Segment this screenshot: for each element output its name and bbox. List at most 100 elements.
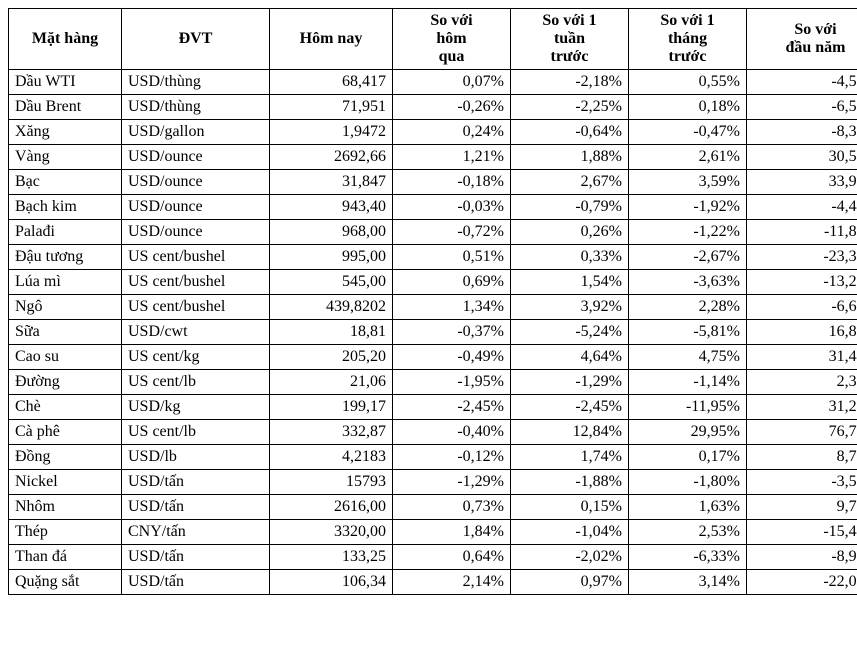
cell-y: -3,55% <box>747 470 857 495</box>
cell-name: Sữa <box>9 320 122 345</box>
cell-m: -3,63% <box>629 270 747 295</box>
cell-name: Vàng <box>9 145 122 170</box>
cell-w: -5,24% <box>511 320 629 345</box>
cell-w: 0,97% <box>511 570 629 595</box>
cell-name: Bạc <box>9 170 122 195</box>
cell-y: -13,22% <box>747 270 857 295</box>
cell-y: -8,39% <box>747 120 857 145</box>
cell-w: -0,79% <box>511 195 629 220</box>
cell-today: 439,8202 <box>270 295 393 320</box>
cell-d: -0,12% <box>393 445 511 470</box>
cell-d: -0,40% <box>393 420 511 445</box>
table-row: XăngUSD/gallon1,94720,24%-0,64%-0,47%-8,… <box>9 120 857 145</box>
column-header-y: So vớiđầu năm <box>747 9 857 70</box>
cell-unit: USD/thùng <box>122 70 270 95</box>
cell-d: 0,24% <box>393 120 511 145</box>
cell-m: -1,14% <box>629 370 747 395</box>
table-row: ChèUSD/kg199,17-2,45%-2,45%-11,95%31,27% <box>9 395 857 420</box>
table-row: PalađiUSD/ounce968,00-0,72%0,26%-1,22%-1… <box>9 220 857 245</box>
cell-today: 71,951 <box>270 95 393 120</box>
table-row: Cao suUS cent/kg205,20-0,49%4,64%4,75%31… <box>9 345 857 370</box>
cell-y: -23,34% <box>747 245 857 270</box>
cell-w: -2,02% <box>511 545 629 570</box>
cell-today: 332,87 <box>270 420 393 445</box>
table-row: Đậu tươngUS cent/bushel995,000,51%0,33%-… <box>9 245 857 270</box>
cell-y: -22,02% <box>747 570 857 595</box>
cell-w: 2,67% <box>511 170 629 195</box>
cell-m: 1,63% <box>629 495 747 520</box>
table-row: Cà phêUS cent/lb332,87-0,40%12,84%29,95%… <box>9 420 857 445</box>
table-row: Dầu BrentUSD/thùng71,951-0,26%-2,25%0,18… <box>9 95 857 120</box>
cell-unit: USD/ounce <box>122 220 270 245</box>
cell-today: 15793 <box>270 470 393 495</box>
table-row: BạcUSD/ounce31,847-0,18%2,67%3,59%33,93% <box>9 170 857 195</box>
cell-today: 18,81 <box>270 320 393 345</box>
cell-d: 0,51% <box>393 245 511 270</box>
cell-name: Chè <box>9 395 122 420</box>
cell-name: Cao su <box>9 345 122 370</box>
cell-m: 0,55% <box>629 70 747 95</box>
cell-d: 0,69% <box>393 270 511 295</box>
cell-m: -1,22% <box>629 220 747 245</box>
cell-name: Dầu WTI <box>9 70 122 95</box>
cell-w: 1,54% <box>511 270 629 295</box>
cell-y: 31,27% <box>747 395 857 420</box>
cell-today: 205,20 <box>270 345 393 370</box>
cell-today: 2692,66 <box>270 145 393 170</box>
cell-today: 968,00 <box>270 220 393 245</box>
cell-m: 2,28% <box>629 295 747 320</box>
cell-w: 1,74% <box>511 445 629 470</box>
cell-m: 2,53% <box>629 520 747 545</box>
cell-w: -1,88% <box>511 470 629 495</box>
table-row: Than đáUSD/tấn133,250,64%-2,02%-6,33%-8,… <box>9 545 857 570</box>
cell-d: 2,14% <box>393 570 511 595</box>
cell-unit: US cent/bushel <box>122 245 270 270</box>
cell-w: 4,64% <box>511 345 629 370</box>
cell-name: Palađi <box>9 220 122 245</box>
cell-y: 31,45% <box>747 345 857 370</box>
table-row: Dầu WTIUSD/thùng68,4170,07%-2,18%0,55%-4… <box>9 70 857 95</box>
table-row: ThépCNY/tấn3320,001,84%-1,04%2,53%-15,48… <box>9 520 857 545</box>
cell-y: 2,35% <box>747 370 857 395</box>
column-header-today: Hôm nay <box>270 9 393 70</box>
table-row: Lúa mìUS cent/bushel545,000,69%1,54%-3,6… <box>9 270 857 295</box>
cell-today: 31,847 <box>270 170 393 195</box>
cell-m: 3,14% <box>629 570 747 595</box>
cell-w: 0,15% <box>511 495 629 520</box>
cell-unit: US cent/lb <box>122 420 270 445</box>
cell-d: -0,26% <box>393 95 511 120</box>
cell-d: 0,64% <box>393 545 511 570</box>
cell-d: 0,73% <box>393 495 511 520</box>
table-row: NhômUSD/tấn2616,000,73%0,15%1,63%9,73% <box>9 495 857 520</box>
cell-unit: US cent/bushel <box>122 270 270 295</box>
cell-name: Nhôm <box>9 495 122 520</box>
cell-w: -2,25% <box>511 95 629 120</box>
cell-today: 545,00 <box>270 270 393 295</box>
table-row: Quặng sắtUSD/tấn106,342,14%0,97%3,14%-22… <box>9 570 857 595</box>
cell-m: -2,67% <box>629 245 747 270</box>
cell-today: 943,40 <box>270 195 393 220</box>
cell-w: 12,84% <box>511 420 629 445</box>
cell-today: 2616,00 <box>270 495 393 520</box>
cell-unit: USD/thùng <box>122 95 270 120</box>
cell-m: -0,47% <box>629 120 747 145</box>
cell-name: Than đá <box>9 545 122 570</box>
cell-unit: USD/tấn <box>122 570 270 595</box>
cell-d: -0,18% <box>393 170 511 195</box>
cell-unit: USD/kg <box>122 395 270 420</box>
cell-unit: USD/tấn <box>122 545 270 570</box>
cell-unit: USD/tấn <box>122 495 270 520</box>
column-header-d: So vớihômqua <box>393 9 511 70</box>
cell-y: 33,93% <box>747 170 857 195</box>
cell-name: Quặng sắt <box>9 570 122 595</box>
cell-y: -8,98% <box>747 545 857 570</box>
table-header: Mặt hàngĐVTHôm naySo vớihômquaSo với 1tu… <box>9 9 857 70</box>
column-header-unit: ĐVT <box>122 9 270 70</box>
table-row: VàngUSD/ounce2692,661,21%1,88%2,61%30,54… <box>9 145 857 170</box>
cell-y: -11,83% <box>747 220 857 245</box>
cell-unit: USD/ounce <box>122 170 270 195</box>
cell-y: 76,78% <box>747 420 857 445</box>
cell-w: 0,33% <box>511 245 629 270</box>
cell-w: -1,29% <box>511 370 629 395</box>
cell-y: -6,59% <box>747 95 857 120</box>
